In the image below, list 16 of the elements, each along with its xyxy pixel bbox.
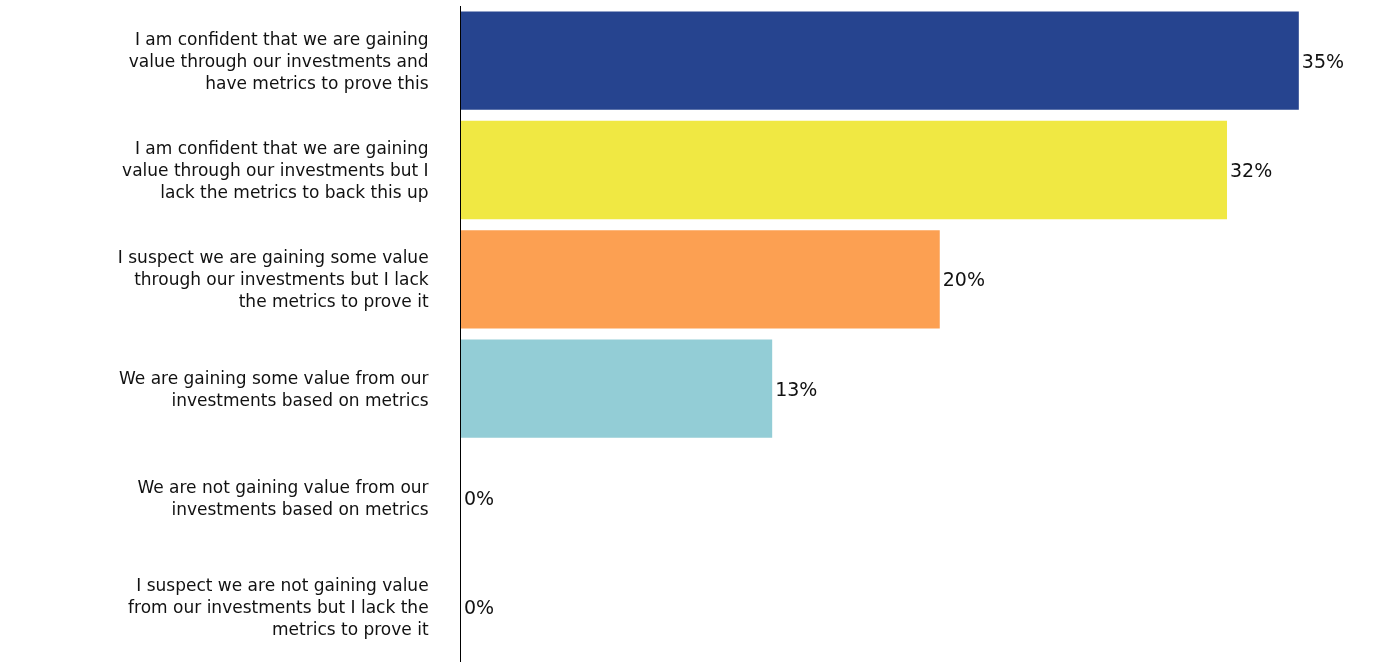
bar (461, 230, 940, 329)
bar (461, 11, 1299, 110)
y-tick-label: I suspect we are gaining some value through our investments but I lack the metrics to prove it (117, 247, 429, 312)
y-tick-label: We are gaining some value from our investments based on metrics (118, 367, 429, 410)
bar (461, 339, 773, 438)
data-label: 0% (464, 596, 495, 619)
bar (461, 120, 1228, 220)
data-label: 32% (1230, 159, 1273, 181)
y-tick-label: I suspect we are not gaining value from our investments but I lack the metrics to prove it (128, 575, 429, 640)
y-tick-label: I am confident that we are gaining value through our investments and have metrics to prove this (128, 28, 429, 93)
y-tick-label: We are not gaining value from our investments based on metrics (137, 476, 429, 519)
data-label: 0% (464, 487, 495, 509)
y-tick-label: I am confident that we are gaining value through our investments but I lack the metrics to back this up (122, 137, 429, 203)
data-label: 13% (775, 377, 818, 400)
data-label: 35% (1301, 49, 1345, 72)
data-label: 20% (942, 268, 985, 291)
